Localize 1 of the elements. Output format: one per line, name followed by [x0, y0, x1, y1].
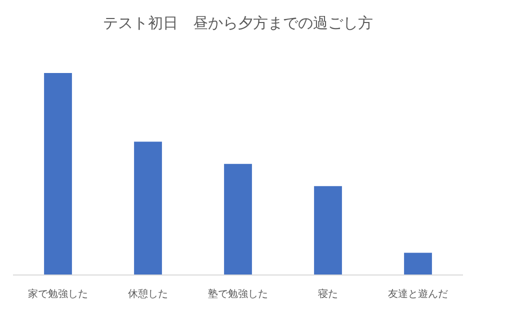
title: テスト初日 昼から夕方までの過ごし方 [103, 14, 373, 32]
